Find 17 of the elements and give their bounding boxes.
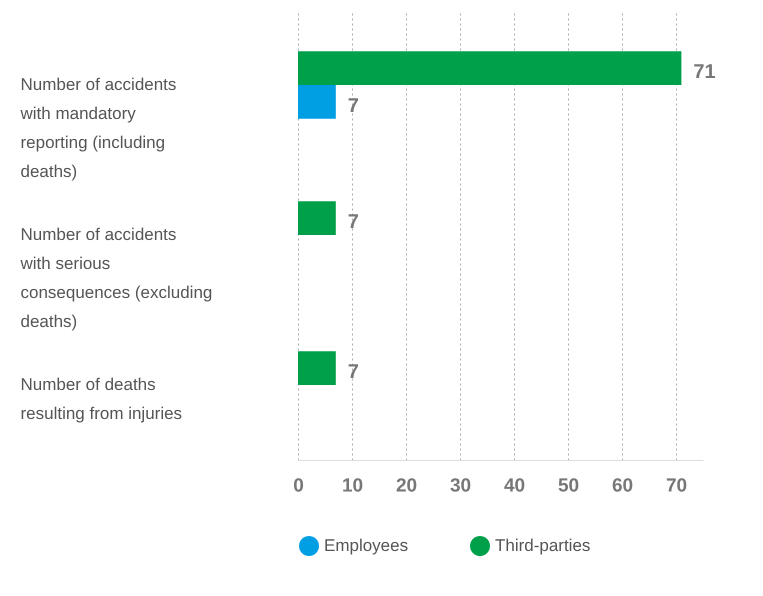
x-tick-label: 70 [666,476,688,496]
x-tick-label: 0 [293,476,304,496]
legend-label: Third-parties [495,536,590,555]
x-tick-label: 40 [504,476,526,496]
x-tick-label: 60 [612,476,634,496]
x-tick-label: 50 [558,476,580,496]
data-label: 71 [693,61,716,84]
x-tick-label: 30 [450,476,472,496]
legend-label: Employees [324,536,408,555]
data-label: 7 [348,361,359,384]
y-tick-label: Number of accidents with mandatory reporting (including deaths) [20,75,176,181]
y-tick-label: Number of accidents with serious consequences (excluding deaths) [20,225,212,331]
x-tick-label: 20 [396,476,418,496]
data-label: 7 [348,94,359,117]
data-label: 7 [348,211,359,234]
y-tick-label: Number of deaths resulting from injuries [20,375,182,423]
x-tick-label: 10 [342,476,364,496]
